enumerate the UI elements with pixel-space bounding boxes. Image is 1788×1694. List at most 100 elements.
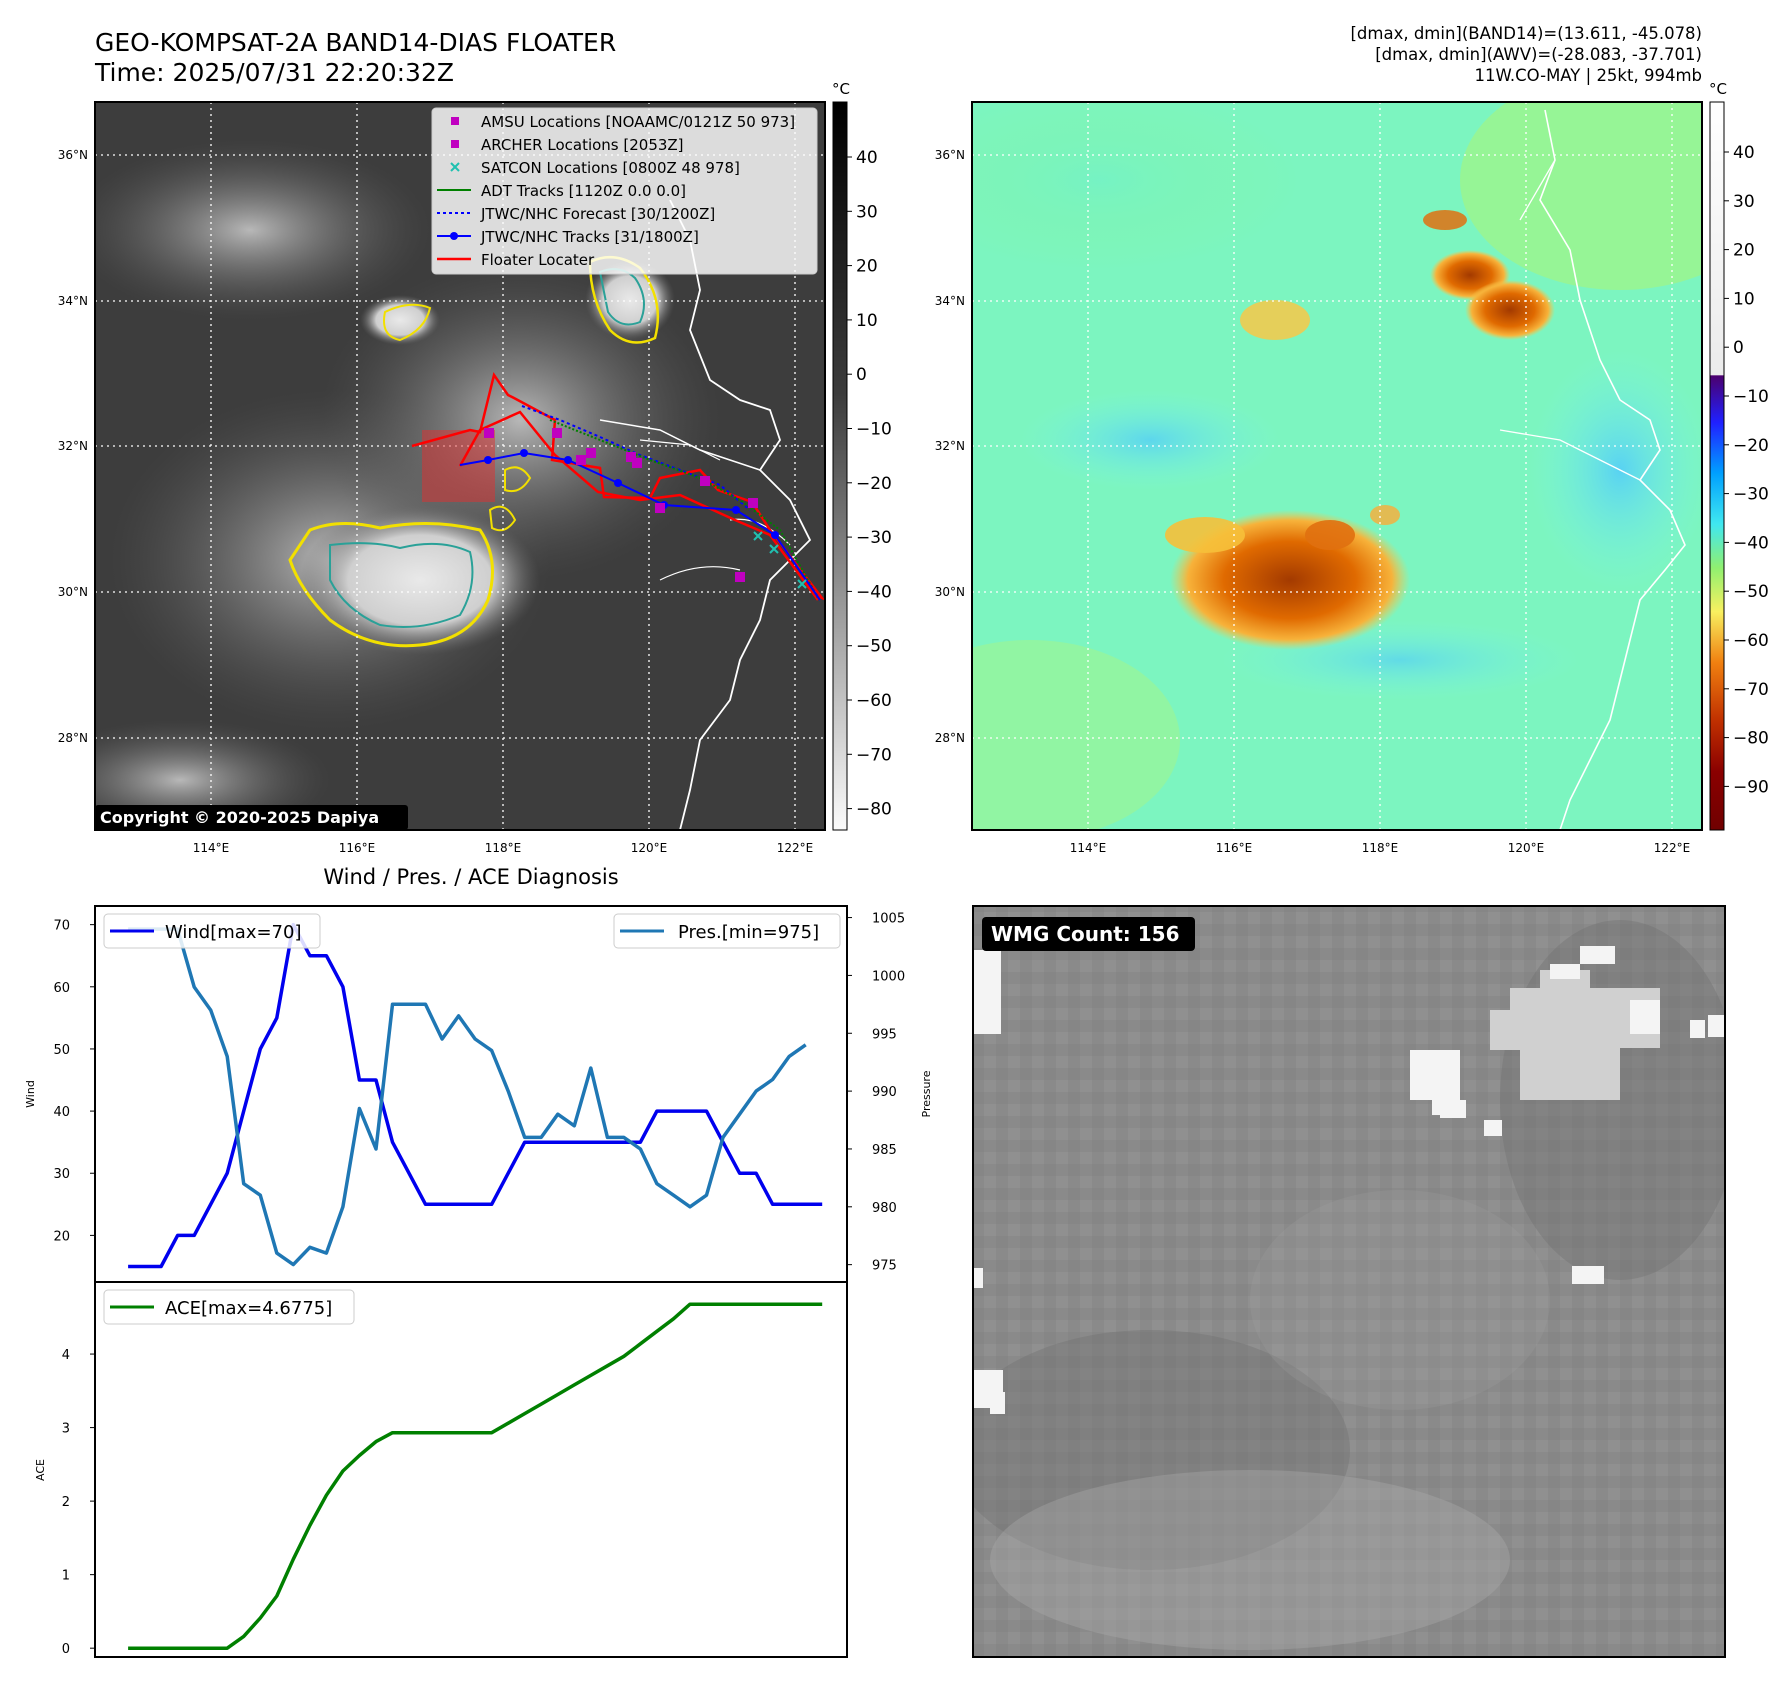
ace-series-line <box>128 1302 823 1650</box>
color-colorbar-tick-label: −10 <box>1733 387 1769 407</box>
color-colorbar-tick-label: −60 <box>1733 631 1769 651</box>
pressure-axis-tick-label: 1000 <box>872 969 905 984</box>
lat-tick-34: 34°N <box>58 294 88 308</box>
lon-tick-116: 116°E <box>339 841 376 855</box>
gray-colorbar-tick-label: −10 <box>856 420 892 440</box>
wind-series-line <box>128 922 823 1269</box>
pressure-legend-label: Pres.[min=975] <box>678 922 819 943</box>
storm-info: 11W.CO-MAY | 25kt, 994mb <box>1474 66 1702 85</box>
legend-tracks: JTWC/NHC Tracks [31/1800Z] <box>437 228 699 246</box>
color-colorbar-tick-label: −80 <box>1733 729 1769 749</box>
legend-forecast: JTWC/NHC Forecast [30/1200Z] <box>437 205 715 223</box>
wind-axis-tick-label: 60 <box>53 981 70 996</box>
wind-axis-tick-label: 70 <box>53 919 70 934</box>
color-colorbar-tick-label: −90 <box>1733 777 1769 797</box>
legend-forecast-label: JTWC/NHC Forecast [30/1200Z] <box>480 205 715 223</box>
color-colorbar-tick-label: −20 <box>1733 436 1769 456</box>
diagnosis-title: Wind / Pres. / ACE Diagnosis <box>323 865 618 889</box>
legend-archer-label: ARCHER Locations [2053Z] <box>481 136 684 154</box>
lat-tick-28: 28°N <box>58 731 88 745</box>
copyright-label: Copyright © 2020-2025 Dapiya <box>100 808 379 827</box>
ace-axis-tick-label: 3 <box>62 1422 70 1437</box>
wmg-count-label: WMG Count: 156 <box>991 922 1180 946</box>
pressure-axis-label: Pressure <box>920 1070 933 1117</box>
legend-archer: ARCHER Locations [2053Z] <box>451 136 684 154</box>
gray-colorbar: °C 40 30 20 10 0 −10 −20 −30 −40 −50 −60 −70 −80 <box>832 80 892 831</box>
gray-colorbar-unit: °C <box>832 80 850 98</box>
ace-chart: 0 1 2 3 4 ACE ACE[max=4.6775] <box>34 1281 848 1658</box>
wind-axis-tick-label: 40 <box>53 1105 70 1120</box>
ace-legend-label: ACE[max=4.6775] <box>165 1298 332 1319</box>
gray-colorbar-tick-label: −70 <box>856 745 892 765</box>
pressure-series-line <box>128 927 807 1267</box>
gray-colorbar-tick-label: −80 <box>856 800 892 820</box>
color-colorbar-tick-label: 0 <box>1733 338 1744 358</box>
ace-axis-tick-label: 4 <box>62 1348 70 1363</box>
color-colorbar-tick-label: 30 <box>1733 192 1755 212</box>
figure-title: GEO-KOMPSAT-2A BAND14-DIAS FLOATER <box>95 28 616 57</box>
wind-axis-tick-label: 20 <box>53 1229 70 1244</box>
color-colorbar-tick-label: 10 <box>1733 289 1755 309</box>
wind-legend-label: Wind[max=70] <box>165 922 302 943</box>
color-colorbar-tick-label: −30 <box>1733 485 1769 505</box>
pressure-axis-tick-label: 985 <box>872 1143 897 1158</box>
ace-legend: ACE[max=4.6775] <box>103 1289 355 1325</box>
ir-map-panel: AMSU Locations [NOAAMC/0121Z 50 973] ARC… <box>58 101 826 855</box>
lat-tick-32-b: 32°N <box>935 439 965 453</box>
lon-tick-120: 120°E <box>631 841 668 855</box>
gray-colorbar-tick-label: −30 <box>856 528 892 548</box>
figure-time: Time: 2025/07/31 22:20:32Z <box>94 58 454 87</box>
awv-map-panel: 114°E 116°E 118°E 120°E 122°E 36°N 34°N … <box>935 101 1703 855</box>
map-legend <box>431 107 818 275</box>
color-colorbar-tick-label: 40 <box>1733 143 1755 163</box>
pressure-axis-tick-label: 975 <box>872 1259 897 1274</box>
lat-tick-34-b: 34°N <box>935 294 965 308</box>
awv-stats: [dmax, dmin](AWV)=(-28.083, -37.701) <box>1375 45 1702 64</box>
lon-tick-118-b: 118°E <box>1362 841 1399 855</box>
lon-tick-122-b: 122°E <box>1654 841 1691 855</box>
lon-tick-114: 114°E <box>193 841 230 855</box>
lon-tick-122: 122°E <box>777 841 814 855</box>
pressure-legend: Pres.[min=975] <box>613 913 841 949</box>
pressure-axis-tick-label: 990 <box>872 1085 897 1100</box>
lat-tick-30-b: 30°N <box>935 585 965 599</box>
pressure-axis-tick-label: 1005 <box>872 912 905 927</box>
lat-tick-28-b: 28°N <box>935 731 965 745</box>
wind-axis-tick-label: 30 <box>53 1167 70 1182</box>
gray-colorbar-tick-label: 0 <box>856 365 867 385</box>
color-colorbar-tick-label: −70 <box>1733 680 1769 700</box>
gray-colorbar-tick-label: 10 <box>856 311 878 331</box>
legend-floater: Floater Locater <box>437 251 595 269</box>
color-colorbar-tick-label: −40 <box>1733 533 1769 553</box>
ace-axis-label: ACE <box>34 1459 47 1481</box>
pressure-axis-tick-label: 980 <box>872 1201 897 1216</box>
color-colorbar: °C 40 30 20 10 0 −10 −20 −30 −40 −50 −60 −70 −80 −90 <box>1709 80 1769 831</box>
lon-tick-120-b: 120°E <box>1508 841 1545 855</box>
wind-axis-tick-label: 50 <box>53 1043 70 1058</box>
ace-axis-tick-label: 0 <box>62 1642 70 1657</box>
lat-tick-30: 30°N <box>58 585 88 599</box>
color-colorbar-unit: °C <box>1709 80 1727 98</box>
wmg-panel: WMG Count: 156 <box>972 905 1726 1658</box>
gray-colorbar-tick-label: 20 <box>856 257 878 277</box>
legend-floater-label: Floater Locater <box>481 251 595 269</box>
gray-colorbar-tick-label: 30 <box>856 202 878 222</box>
lon-tick-118: 118°E <box>485 841 522 855</box>
lat-tick-36: 36°N <box>58 148 88 162</box>
color-colorbar-tick-label: 20 <box>1733 241 1755 261</box>
legend-amsu: AMSU Locations [NOAAMC/0121Z 50 973] <box>451 113 795 131</box>
legend-amsu-label: AMSU Locations [NOAAMC/0121Z 50 973] <box>481 113 795 131</box>
wind-legend: Wind[max=70] <box>103 913 321 949</box>
gray-colorbar-tick-label: −60 <box>856 691 892 711</box>
gray-colorbar-tick-label: −20 <box>856 474 892 494</box>
gray-colorbar-tick-label: −40 <box>856 582 892 602</box>
legend-tracks-label: JTWC/NHC Tracks [31/1800Z] <box>480 228 699 246</box>
lon-tick-116-b: 116°E <box>1216 841 1253 855</box>
lon-tick-114-b: 114°E <box>1070 841 1107 855</box>
gray-colorbar-tick-label: −50 <box>856 637 892 657</box>
ace-axis-tick-label: 2 <box>62 1495 70 1510</box>
band14-stats: [dmax, dmin](BAND14)=(13.611, -45.078) <box>1350 24 1702 43</box>
ace-axis-tick-label: 1 <box>62 1569 70 1584</box>
lat-tick-36-b: 36°N <box>935 148 965 162</box>
